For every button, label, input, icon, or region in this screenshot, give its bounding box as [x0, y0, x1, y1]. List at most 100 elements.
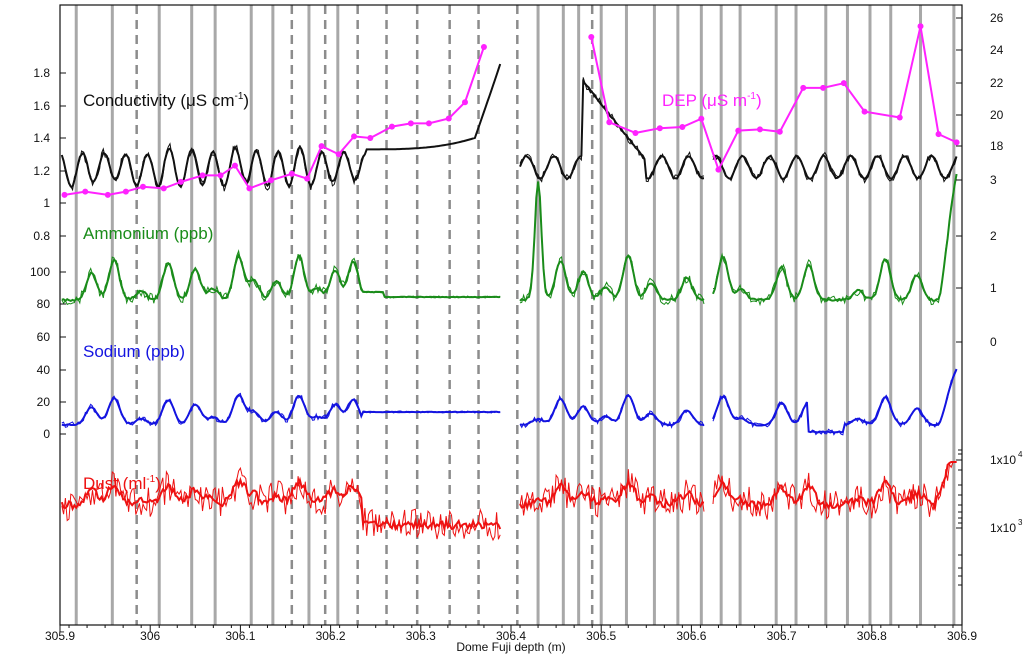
dep-point [288, 170, 295, 177]
conductivity-raw-line [61, 63, 501, 192]
dep-point [268, 177, 275, 184]
left-y-tick-label: 1.2 [33, 164, 50, 178]
dep-point [139, 183, 146, 190]
dep-point [820, 84, 827, 91]
right-y-tick-label: 1x10 [990, 521, 1016, 535]
x-tick-label: 306.7 [767, 629, 797, 643]
dust-raw-line [519, 469, 705, 518]
dep-point [177, 178, 184, 185]
ammonium-smooth-line [519, 181, 705, 302]
conductivity-smooth-line [519, 79, 705, 181]
left-y-tick-label: 0 [43, 427, 50, 441]
ammonium-smooth-line [712, 173, 958, 303]
right-y-tick-label: 2 [990, 229, 997, 243]
dep-point [61, 191, 68, 198]
dep-point [199, 172, 206, 179]
dust-smooth-line [712, 461, 957, 512]
dep-point [935, 131, 942, 138]
x-axis-title: Dome Fuji depth (m) [456, 640, 565, 654]
conductivity-label: Conductivity (μS cm-1) [83, 91, 249, 110]
x-tick-label: 306.1 [225, 629, 255, 643]
x-tick-label: 306 [140, 629, 160, 643]
dep-point [896, 114, 903, 121]
dep-point [756, 126, 763, 133]
right-y-tick-label: 1x10 [990, 453, 1016, 467]
dep-point [122, 188, 129, 195]
dep-point [367, 135, 374, 141]
dust-smooth-line [519, 476, 705, 512]
dep-point [461, 99, 468, 106]
dust-raw-line [61, 466, 501, 542]
x-tick-label: 306.2 [316, 629, 346, 643]
left-y-tick-label: 20 [37, 395, 51, 409]
dep-point [388, 123, 395, 130]
right-y-tick-label: 0 [990, 335, 997, 349]
x-tick-label: 305.9 [45, 629, 75, 643]
dep-point [588, 33, 595, 40]
left-y-tick-label: 100 [30, 265, 50, 279]
dep-point [679, 124, 686, 131]
conductivity-smooth-line [60, 63, 502, 189]
sodium-smooth-line [61, 394, 501, 427]
dep-point [861, 108, 868, 115]
layer-marker-lines [74, 5, 956, 625]
right-y-tick-label: 24 [990, 43, 1004, 57]
dep-point [800, 84, 807, 91]
dep-point [917, 23, 924, 30]
dep-point [82, 188, 89, 195]
right-y-tick-label: 18 [990, 139, 1004, 153]
x-tick-label: 306.6 [676, 629, 706, 643]
right-y-tick-label: 26 [990, 11, 1004, 25]
right-y-tick-label: 3 [990, 173, 997, 187]
dust-raw-line [712, 461, 957, 520]
dep-point [480, 44, 487, 50]
dep-point [632, 129, 639, 136]
ammonium-smooth-line [61, 252, 501, 303]
dep-point [715, 166, 722, 173]
right-y-tick-label: 20 [990, 108, 1004, 122]
dep-point [735, 127, 742, 134]
dep-point [246, 185, 253, 192]
dep-point [953, 139, 960, 146]
series-labels: Conductivity (μS cm-1) DEP (μS m-1) Ammo… [83, 91, 762, 493]
series-lines [60, 23, 960, 542]
conductivity-smooth-line [712, 153, 958, 181]
right-y-tick-label: 22 [990, 76, 1004, 90]
right-y-tick-exponent: 4 [1018, 450, 1023, 459]
dep-point [656, 125, 663, 132]
dep-point [335, 151, 342, 158]
dep-point [425, 120, 432, 127]
dep-point [776, 128, 783, 135]
dep-point [304, 175, 311, 182]
x-tick-label: 306.9 [947, 629, 977, 643]
sodium-smooth-line [520, 394, 705, 427]
dep-point [318, 143, 325, 150]
dust-smooth-line [60, 476, 502, 533]
dep-point [231, 162, 238, 169]
right-y-tick-exponent: 3 [1018, 518, 1023, 527]
left-y-tick-label: 0.8 [33, 229, 50, 243]
dep-point [104, 191, 111, 198]
right-y-tick-label: 1 [990, 281, 997, 295]
left-y-tick-label: 1 [43, 196, 50, 210]
dep-point [606, 119, 613, 126]
dep-point [445, 115, 452, 122]
dep-point [407, 120, 414, 127]
left-y-tick-label: 80 [37, 297, 51, 311]
sodium-smooth-line [712, 368, 958, 434]
dep-point [217, 172, 224, 179]
ammonium-label: Ammonium (ppb) [83, 224, 213, 243]
sodium-label: Sodium (ppb) [83, 342, 185, 361]
dep-point [698, 115, 705, 122]
dep-point [351, 133, 358, 140]
left-y-tick-label: 60 [37, 330, 51, 344]
dep-point [160, 185, 167, 192]
axes: 305.9 306 306.1 306.2 306.3 306.4 306.5 306.6 30… [30, 4, 1023, 643]
dep-label: DEP (μS m-1) [662, 91, 762, 110]
dep-line [590, 26, 958, 173]
x-tick-label: 306.4 [496, 629, 526, 643]
dep-point [840, 80, 847, 87]
left-y-tick-label: 40 [37, 363, 51, 377]
